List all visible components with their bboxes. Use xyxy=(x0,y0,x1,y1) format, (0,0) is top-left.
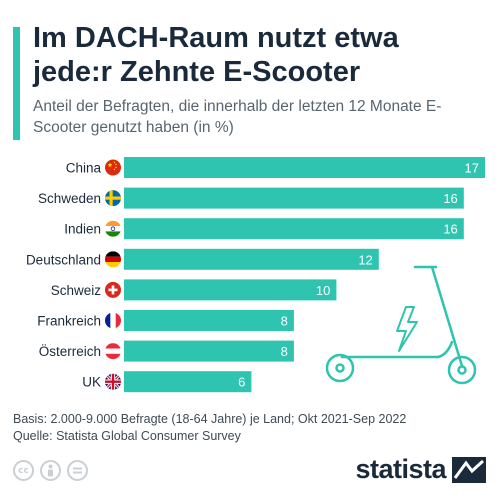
value-label: 17 xyxy=(465,161,479,176)
category-label: Schweden xyxy=(38,191,101,206)
basis-note: Basis: 2.000-9.000 Befragte (18-64 Jahre… xyxy=(13,412,407,426)
category-label: Deutschland xyxy=(26,252,101,267)
value-label: 12 xyxy=(358,252,372,267)
switzerland-flag-icon xyxy=(105,281,121,298)
bar-chart: 17 China 16 Schweden 16 Indien 12 Deutschland 10… xyxy=(26,157,485,393)
chart-footer: Basis: 2.000-9.000 Befragte (18-64 Jahre… xyxy=(13,411,406,445)
bar-uk xyxy=(124,371,252,393)
category-label: UK xyxy=(82,375,101,390)
category-label: Indien xyxy=(64,222,101,237)
license-icons: cc xyxy=(13,460,88,481)
value-label: 16 xyxy=(443,191,457,206)
cc-icon[interactable]: cc xyxy=(13,460,34,481)
no-derivatives-icon[interactable] xyxy=(67,460,88,481)
china-flag-icon xyxy=(105,159,121,176)
attribution-icon[interactable] xyxy=(40,460,61,481)
value-label: 8 xyxy=(281,314,288,329)
france-flag-icon xyxy=(105,312,121,329)
austria-flag-icon xyxy=(105,343,121,360)
chart-subtitle: Anteil der Befragten, die innerhalb der … xyxy=(33,98,442,136)
bar-deutschland xyxy=(124,248,379,270)
category-label: Frankreich xyxy=(37,314,101,329)
uk-flag-icon xyxy=(105,373,121,390)
bar-schweiz xyxy=(124,279,337,301)
category-label: Österreich xyxy=(39,344,101,359)
value-label: 16 xyxy=(443,222,457,237)
value-label: 6 xyxy=(238,375,245,390)
germany-flag-icon xyxy=(105,251,121,268)
category-label: Schweiz xyxy=(51,283,102,298)
statista-brand[interactable]: statista xyxy=(355,454,486,485)
category-label: China xyxy=(66,161,102,176)
bar-frankreich xyxy=(124,310,294,331)
sweden-flag-icon xyxy=(105,190,121,207)
bar-österreich xyxy=(124,340,294,362)
statista-logo-icon xyxy=(452,456,486,483)
statista-wordmark: statista xyxy=(355,454,446,484)
bar-schweden xyxy=(124,187,464,209)
bar-indien xyxy=(124,218,464,240)
value-label: 10 xyxy=(316,283,330,298)
value-label: 8 xyxy=(281,344,288,359)
title-accent-bar xyxy=(13,27,20,140)
chart-title: Im DACH-Raum nutzt etwa jede:r Zehnte E-… xyxy=(33,22,399,88)
source-note: Quelle: Statista Global Consumer Survey xyxy=(13,429,241,443)
india-flag-icon xyxy=(105,220,121,237)
bar-china xyxy=(124,157,485,178)
e-scooter-illustration xyxy=(325,265,477,385)
